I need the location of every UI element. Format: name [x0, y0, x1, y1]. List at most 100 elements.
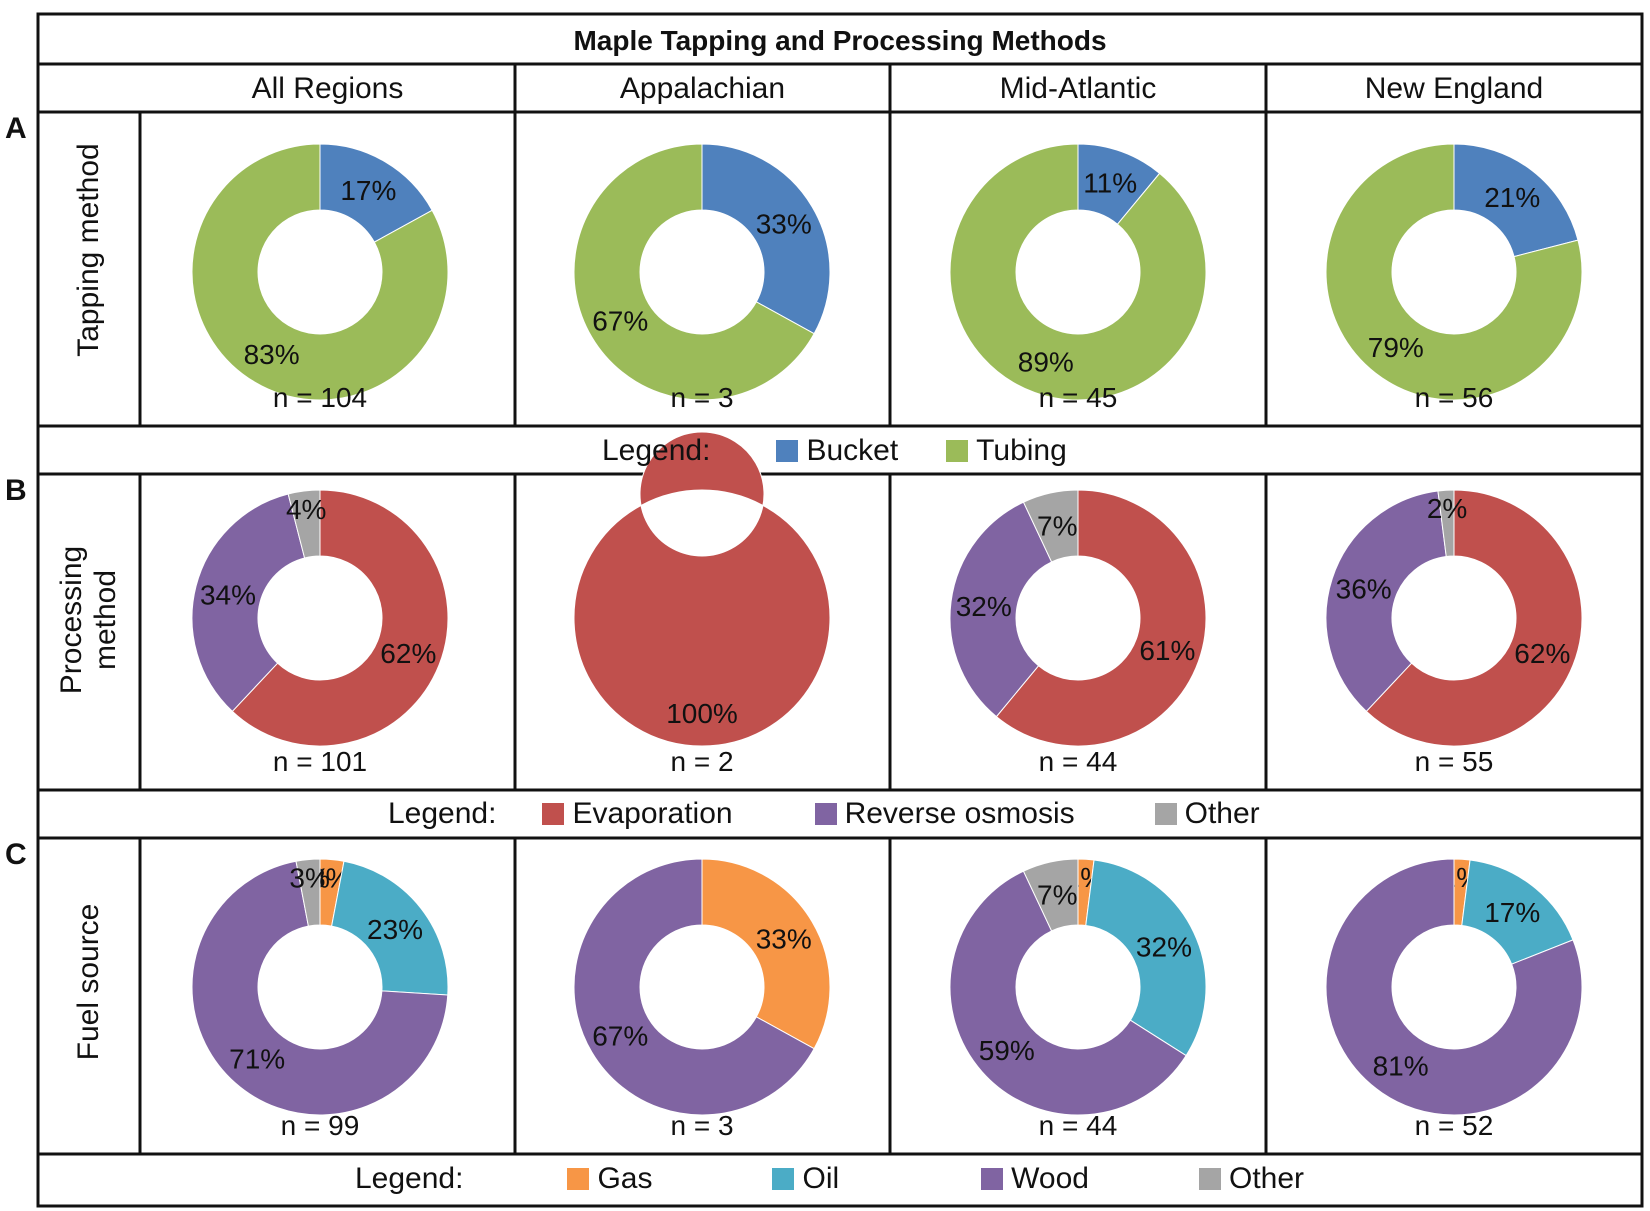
- donut-slice-b-mid-atlantic-reverse-osmosis: [949, 501, 1053, 718]
- donut-label-c-mid-atlantic-wood: 59%: [979, 1035, 1035, 1066]
- donut-label-b-mid-atlantic-evaporation: 61%: [1139, 635, 1195, 666]
- legend-swatch-evaporation: [542, 803, 565, 825]
- legend-swatch-other: [1198, 1168, 1221, 1190]
- donut-slice-a-appalachian-bucket: [701, 143, 831, 335]
- donut-label-b-all-regions-other: 4%: [286, 494, 326, 525]
- legend-title: Legend:: [602, 434, 711, 467]
- donut-label-b-mid-atlantic-reverse-osmosis: 32%: [956, 591, 1012, 622]
- legend-fuel: Legend: Gas Oil Wood Other: [355, 1155, 1304, 1203]
- row-label-processing-line2: method: [89, 569, 122, 671]
- legend-processing: Legend: Evaporation Reverse osmosis Othe…: [388, 790, 1260, 838]
- donut-label-a-all-regions-tubing: 83%: [244, 339, 300, 370]
- legend-item-wood: Wood: [981, 1162, 1089, 1196]
- panel-letter-b: B: [5, 474, 27, 507]
- sample-size-c-appalachian: n = 3: [670, 1110, 733, 1141]
- legend-swatch-reverse-osmosis: [814, 803, 837, 825]
- donut-label-a-mid-atlantic-tubing: 89%: [1018, 346, 1074, 377]
- donut-slice-c-mid-atlantic-wood: [949, 870, 1187, 1116]
- donut-slice-b-new-england-reverse-osmosis: [1325, 490, 1447, 713]
- legend-item-oil: Oil: [772, 1162, 839, 1196]
- donut-label-c-mid-atlantic-other: 7%: [1037, 879, 1077, 910]
- sample-size-b-mid-atlantic: n = 44: [1039, 746, 1118, 777]
- column-header-appalachian: Appalachian: [619, 72, 786, 105]
- donut-label-b-all-regions-reverse-osmosis: 34%: [200, 579, 256, 610]
- legend-label-tubing: Tubing: [976, 434, 1067, 467]
- panel-letter-c: C: [5, 838, 27, 871]
- donut-slice-a-all-regions-tubing: [191, 143, 449, 401]
- donut-slice-c-mid-atlantic-oil: [1085, 859, 1207, 1057]
- sample-size-c-new-england: n = 52: [1415, 1110, 1494, 1141]
- sample-size-c-all-regions: n = 99: [281, 1110, 360, 1141]
- donut-slice-c-new-england-wood: [1325, 858, 1583, 1116]
- legend-label-other: Other: [1184, 797, 1260, 830]
- legend-item-evaporation: Evaporation: [542, 797, 733, 831]
- sample-size-a-appalachian: n = 3: [670, 382, 733, 413]
- donut-label-b-all-regions-evaporation: 62%: [380, 638, 436, 669]
- sample-size-a-all-regions: n = 104: [273, 382, 367, 413]
- donut-label-c-mid-atlantic-oil: 32%: [1136, 932, 1192, 963]
- donut-slice-c-all-regions-oil: [331, 860, 449, 996]
- legend-item-other: Other: [1154, 797, 1260, 831]
- sample-size-a-new-england: n = 56: [1415, 382, 1494, 413]
- legend-swatch-tubing: [946, 440, 969, 462]
- legend-label-oil: Oil: [802, 1162, 840, 1195]
- donut-label-c-all-regions-other: 3%: [289, 862, 329, 893]
- outer-frame: [36, 12, 1644, 1208]
- column-header-mid-atlantic: Mid-Atlantic: [999, 72, 1157, 105]
- donut-slice-b-new-england-evaporation: [1365, 489, 1583, 747]
- donut-slice-a-new-england-tubing: [1325, 143, 1583, 401]
- donut-label-a-mid-atlantic-bucket: 11%: [1083, 168, 1137, 199]
- legend-tapping: Legend: Bucket Tubing: [602, 427, 1067, 475]
- donut-label-a-appalachian-bucket: 33%: [756, 209, 812, 240]
- donut-charts: 17% 83% n = 104 33% 67% n = 3 11% 89% n = 45 21% 7…: [191, 143, 1583, 1141]
- donut-slice-c-all-regions-wood: [191, 860, 449, 1116]
- legend-label-evaporation: Evaporation: [572, 797, 733, 830]
- legend-swatch-oil: [772, 1168, 795, 1190]
- donut-label-a-new-england-tubing: 79%: [1368, 332, 1424, 363]
- donut-slice-b-mid-atlantic-evaporation: [995, 489, 1207, 747]
- donut-label-b-new-england-other: 2%: [1427, 493, 1467, 524]
- donut-label-c-all-regions-wood: 71%: [229, 1043, 285, 1074]
- legend-item-tubing: Tubing: [946, 434, 1067, 468]
- panel-letter-a: A: [5, 112, 27, 145]
- sample-size-b-new-england: n = 55: [1415, 746, 1494, 777]
- legend-title: Legend:: [355, 1162, 464, 1195]
- donut-label-c-appalachian-wood: 67%: [592, 1020, 648, 1051]
- donut-slice-b-all-regions-reverse-osmosis: [191, 493, 306, 713]
- legend-swatch-wood: [981, 1168, 1004, 1190]
- donut-label-c-all-regions-oil: 23%: [367, 914, 423, 945]
- donut-slice-b-new-england-other: [1437, 489, 1455, 558]
- donut-slice-c-mid-atlantic-other: [1022, 858, 1079, 932]
- donut-slice-b-all-regions-evaporation: [231, 489, 449, 747]
- donut-label-a-all-regions-bucket: 17%: [340, 175, 396, 206]
- column-header-all-regions: All Regions: [251, 72, 404, 105]
- donut-label-c-appalachian-gas: 33%: [756, 924, 812, 955]
- legend-item-reverse-osmosis: Reverse osmosis: [814, 797, 1075, 831]
- donut-slice-c-appalachian-wood: [573, 858, 815, 1116]
- legend-swatch-bucket: [776, 440, 799, 462]
- donut-slice-c-all-regions-other: [295, 858, 321, 927]
- sample-size-c-mid-atlantic: n = 44: [1039, 1110, 1118, 1141]
- row-label-tapping-method: Tapping method: [72, 143, 105, 357]
- legend-label-bucket: Bucket: [806, 434, 899, 467]
- sample-size-a-mid-atlantic: n = 45: [1039, 382, 1118, 413]
- donut-label-c-new-england-wood: 81%: [1373, 1051, 1429, 1082]
- legend-label-other: Other: [1228, 1162, 1305, 1195]
- donut-slice-a-mid-atlantic-tubing: [949, 143, 1207, 401]
- donut-slice-b-all-regions-other: [287, 489, 321, 559]
- donut-label-b-new-england-reverse-osmosis: 36%: [1336, 574, 1392, 605]
- donut-label-a-new-england-bucket: 21%: [1484, 182, 1540, 213]
- donut-label-b-mid-atlantic-other: 7%: [1037, 510, 1077, 541]
- figure-title: Maple Tapping and Processing Methods: [573, 25, 1107, 56]
- legend-swatch-other: [1154, 803, 1177, 825]
- donut-slice-b-appalachian-evaporation: [573, 431, 831, 747]
- legend-swatch-gas: [567, 1168, 590, 1190]
- legend-item-bucket: Bucket: [776, 434, 898, 468]
- donut-slice-a-new-england-bucket: [1453, 143, 1579, 258]
- legend-label-reverse-osmosis: Reverse osmosis: [844, 797, 1075, 830]
- legend-item-gas: Gas: [567, 1162, 652, 1196]
- column-header-new-england: New England: [1364, 72, 1544, 105]
- donut-label-c-new-england-oil: 17%: [1484, 897, 1540, 928]
- donut-slice-c-appalachian-gas: [701, 858, 831, 1050]
- row-label-processing-method: Processing method: [55, 546, 123, 694]
